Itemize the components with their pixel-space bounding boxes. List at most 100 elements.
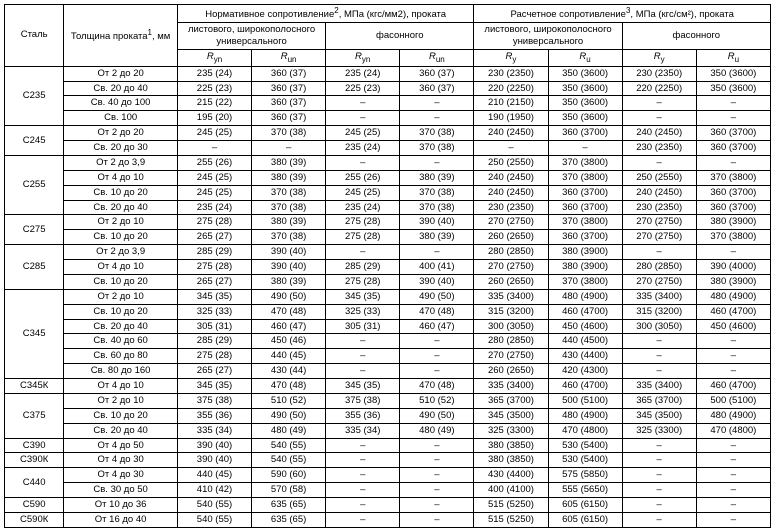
cell-value: 240 (2450): [474, 126, 548, 141]
cell-value: 275 (28): [326, 215, 400, 230]
cell-value: 345 (3500): [474, 408, 548, 423]
cell-thickness: Св. 40 до 60: [64, 334, 178, 349]
cell-value: –: [400, 453, 474, 468]
cell-value: 390 (40): [177, 438, 251, 453]
cell-value: 335 (3400): [622, 379, 696, 394]
cell-value: –: [326, 438, 400, 453]
cell-value: 270 (2750): [622, 215, 696, 230]
cell-steel: С375: [5, 393, 64, 438]
cell-value: 540 (55): [177, 498, 251, 513]
cell-thickness: Св. 20 до 40: [64, 81, 178, 96]
cell-value: –: [696, 498, 770, 513]
cell-value: 440 (45): [177, 468, 251, 483]
cell-steel: С255: [5, 155, 64, 215]
cell-value: –: [326, 111, 400, 126]
cell-value: 390 (40): [177, 453, 251, 468]
table-row: Св. 100195 (20)360 (37)––190 (1950)350 (…: [5, 111, 771, 126]
table-row: С590От 10 до 36540 (55)635 (65)––515 (52…: [5, 498, 771, 513]
cell-value: 390 (40): [400, 215, 474, 230]
cell-value: 235 (24): [177, 66, 251, 81]
cell-value: 390 (4000): [696, 260, 770, 275]
cell-value: 430 (4400): [474, 468, 548, 483]
table-row: С375От 2 до 10375 (38)510 (52)375 (38)51…: [5, 393, 771, 408]
cell-value: 515 (5250): [474, 512, 548, 527]
table-header: Сталь Толщина проката1, мм Нормативное с…: [5, 5, 771, 67]
cell-value: 325 (33): [177, 304, 251, 319]
cell-value: 315 (3200): [474, 304, 548, 319]
group-normative: Нормативное сопротивление2, МПа (кгс/мм2…: [177, 5, 473, 23]
cell-value: 335 (3400): [622, 289, 696, 304]
cell-value: 360 (3700): [696, 185, 770, 200]
col-thickness: Толщина проката1, мм: [64, 5, 178, 67]
cell-value: 370 (3800): [548, 155, 622, 170]
cell-value: –: [622, 96, 696, 111]
cell-value: 270 (2750): [622, 274, 696, 289]
cell-value: 270 (2750): [474, 349, 548, 364]
cell-value: 400 (41): [400, 260, 474, 275]
cell-steel: С345: [5, 289, 64, 378]
cell-value: 540 (55): [252, 438, 326, 453]
group-calc: Расчетное сопротивление3, МПа (кгс/см²),…: [474, 5, 771, 23]
cell-value: 350 (3600): [548, 66, 622, 81]
cell-value: 190 (1950): [474, 111, 548, 126]
cell-value: 360 (3700): [696, 200, 770, 215]
cell-value: 345 (3500): [622, 408, 696, 423]
cell-value: –: [400, 483, 474, 498]
cell-value: –: [400, 349, 474, 364]
cell-value: 450 (4600): [696, 319, 770, 334]
cell-value: 275 (28): [177, 260, 251, 275]
table-row: С440От 4 до 30440 (45)590 (60)––430 (440…: [5, 468, 771, 483]
cell-value: 245 (25): [177, 170, 251, 185]
cell-value: 430 (44): [252, 364, 326, 379]
cell-value: –: [326, 364, 400, 379]
sym-ryn: Ryn: [177, 49, 251, 66]
cell-value: 265 (27): [177, 364, 251, 379]
cell-value: –: [326, 512, 400, 527]
cell-value: 460 (47): [400, 319, 474, 334]
cell-value: 360 (3700): [696, 126, 770, 141]
table-row: С345От 2 до 10345 (35)490 (50)345 (35)49…: [5, 289, 771, 304]
cell-value: –: [400, 512, 474, 527]
norm-shaped: фасонного: [326, 23, 474, 50]
cell-value: 305 (31): [326, 319, 400, 334]
cell-steel: С440: [5, 468, 64, 498]
cell-thickness: Св. 10 до 20: [64, 274, 178, 289]
cell-value: 350 (3600): [548, 111, 622, 126]
sym-ru: Ru: [548, 49, 622, 66]
cell-value: 250 (2550): [474, 155, 548, 170]
cell-value: 360 (37): [400, 66, 474, 81]
cell-value: 245 (25): [177, 126, 251, 141]
cell-value: 260 (2650): [474, 274, 548, 289]
cell-thickness: От 2 до 10: [64, 393, 178, 408]
cell-value: 245 (25): [326, 185, 400, 200]
cell-value: 635 (65): [252, 498, 326, 513]
cell-thickness: Св. 30 до 50: [64, 483, 178, 498]
cell-value: 570 (58): [252, 483, 326, 498]
table-row: Св. 30 до 50410 (42)570 (58)––400 (4100)…: [5, 483, 771, 498]
col-steel: Сталь: [5, 5, 64, 67]
cell-value: 355 (36): [326, 408, 400, 423]
cell-value: 510 (52): [252, 393, 326, 408]
cell-value: 370 (3800): [548, 274, 622, 289]
cell-value: 370 (38): [400, 141, 474, 156]
cell-value: 365 (3700): [622, 393, 696, 408]
cell-value: 360 (3700): [548, 126, 622, 141]
cell-value: 605 (6150): [548, 498, 622, 513]
cell-value: 380 (3900): [548, 245, 622, 260]
cell-value: –: [696, 364, 770, 379]
cell-value: 460 (4700): [548, 379, 622, 394]
cell-value: 335 (34): [326, 423, 400, 438]
cell-value: 480 (4900): [696, 408, 770, 423]
cell-value: 275 (28): [326, 274, 400, 289]
sym-ryn2: Ryn: [326, 49, 400, 66]
table-row: С390От 4 до 50390 (40)540 (55)––380 (385…: [5, 438, 771, 453]
cell-value: 380 (3900): [696, 274, 770, 289]
cell-thickness: От 16 до 40: [64, 512, 178, 527]
cell-value: –: [326, 483, 400, 498]
cell-value: 380 (3850): [474, 453, 548, 468]
cell-value: 470 (48): [252, 304, 326, 319]
cell-value: 480 (49): [400, 423, 474, 438]
cell-value: 380 (3900): [548, 260, 622, 275]
cell-steel: С275: [5, 215, 64, 245]
cell-value: 490 (50): [400, 408, 474, 423]
